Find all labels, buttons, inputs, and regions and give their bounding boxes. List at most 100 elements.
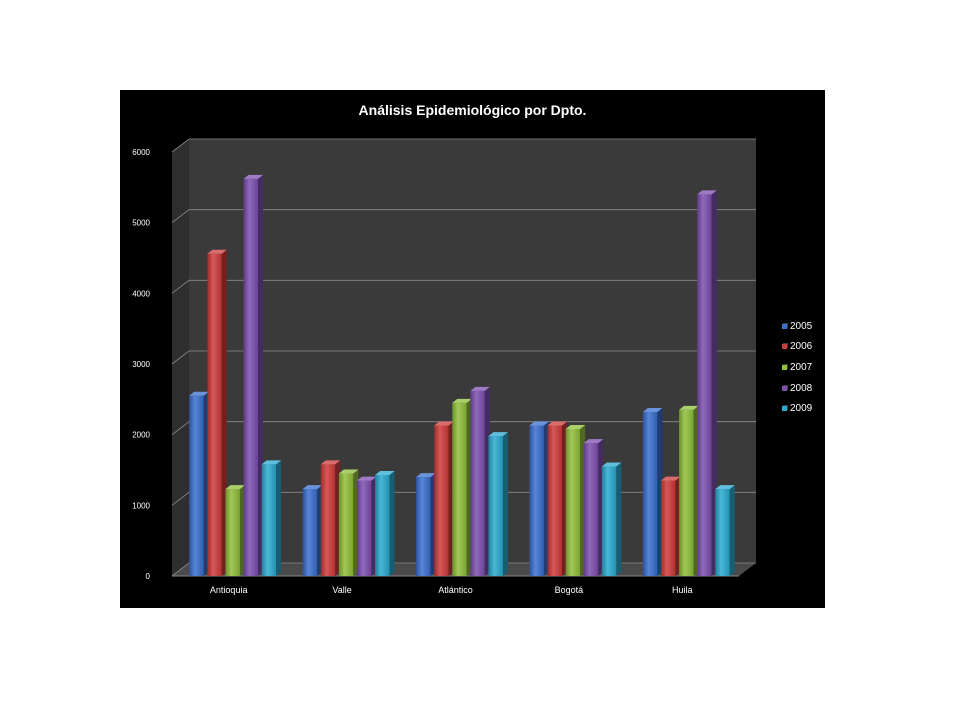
bar bbox=[470, 386, 490, 576]
bar-top bbox=[642, 408, 663, 413]
bar bbox=[583, 439, 604, 576]
bar-side bbox=[616, 462, 622, 576]
bar bbox=[302, 485, 323, 576]
bar-front bbox=[679, 409, 694, 576]
bar-top bbox=[547, 421, 568, 426]
bar-top bbox=[320, 460, 341, 465]
gridline bbox=[171, 138, 756, 153]
bar-front bbox=[601, 466, 617, 576]
bar-top bbox=[715, 485, 735, 490]
bar-top bbox=[302, 485, 323, 490]
bar-side bbox=[729, 485, 735, 576]
bar bbox=[642, 408, 663, 576]
bar-top bbox=[375, 470, 395, 475]
bar bbox=[225, 485, 245, 576]
bar bbox=[601, 462, 622, 576]
y-tick-label: 5000 bbox=[132, 219, 150, 228]
legend-swatch bbox=[782, 344, 787, 350]
gridline bbox=[171, 279, 756, 294]
bar-top bbox=[679, 405, 699, 410]
y-axis-ticks: 0 1000 2000 3000 4000 5000 6000 bbox=[132, 148, 150, 581]
bar-front bbox=[302, 489, 318, 576]
legend-label: 2009 bbox=[790, 403, 813, 415]
bar bbox=[338, 469, 359, 576]
bar bbox=[547, 421, 568, 576]
bars bbox=[189, 174, 735, 576]
legend-swatch bbox=[782, 406, 787, 412]
legend-item: 2009 bbox=[782, 398, 830, 419]
bar-front bbox=[261, 464, 277, 576]
bar-side bbox=[711, 190, 717, 576]
bar-front bbox=[416, 477, 431, 576]
bar bbox=[715, 485, 735, 576]
bar-front bbox=[583, 443, 599, 576]
y-tick-label: 0 bbox=[146, 572, 151, 581]
bar-front bbox=[243, 178, 259, 576]
y-tick-label: 6000 bbox=[132, 148, 150, 157]
bar-side bbox=[389, 470, 395, 576]
bar-front bbox=[697, 194, 712, 576]
chart-title: Análisis Epidemiológico por Dpto. bbox=[358, 102, 587, 118]
bar-top bbox=[697, 190, 717, 195]
bar bbox=[416, 473, 436, 576]
bar-top bbox=[470, 386, 490, 391]
bar-top bbox=[189, 391, 209, 396]
legend-label: 2008 bbox=[790, 382, 813, 394]
bar-top bbox=[416, 473, 436, 478]
bar-top bbox=[356, 476, 377, 481]
bar-front bbox=[452, 402, 467, 576]
bar-front bbox=[207, 253, 222, 576]
legend-swatch bbox=[782, 364, 787, 370]
gridline bbox=[171, 209, 756, 223]
bar bbox=[660, 476, 681, 576]
bar-top bbox=[207, 249, 227, 254]
bar bbox=[529, 421, 549, 576]
y-tick-label: 2000 bbox=[132, 431, 150, 440]
bar-top bbox=[583, 439, 604, 444]
bar bbox=[320, 460, 341, 576]
legend-swatch bbox=[782, 323, 787, 329]
bar-top bbox=[452, 398, 472, 403]
bar-front bbox=[715, 489, 730, 576]
x-category-label: Bogotá bbox=[555, 585, 584, 595]
bar-top bbox=[434, 421, 454, 426]
bar bbox=[375, 470, 395, 576]
bar bbox=[679, 405, 699, 576]
bar-front bbox=[529, 425, 544, 576]
bar bbox=[189, 391, 209, 576]
y-tick-label: 3000 bbox=[132, 360, 150, 369]
bar bbox=[488, 432, 508, 576]
bar-front bbox=[434, 425, 449, 576]
legend-item: 2006 bbox=[782, 337, 830, 358]
bar-top bbox=[601, 462, 622, 467]
legend-swatch bbox=[782, 385, 787, 391]
bar-front bbox=[189, 395, 204, 576]
bar-top bbox=[529, 421, 549, 426]
y-tick-label: 1000 bbox=[132, 501, 150, 510]
bar-front bbox=[338, 473, 354, 576]
bar bbox=[243, 174, 264, 576]
bar-top bbox=[225, 485, 245, 490]
legend-label: 2006 bbox=[790, 341, 813, 353]
x-category-label: Valle bbox=[332, 585, 351, 595]
bar-top bbox=[565, 425, 586, 430]
bar-top bbox=[261, 460, 282, 465]
bar bbox=[434, 421, 454, 576]
bar-front bbox=[642, 412, 658, 576]
bar-front bbox=[488, 436, 503, 576]
legend-item: 2008 bbox=[782, 378, 830, 399]
legend-item: 2005 bbox=[782, 316, 830, 337]
chart-plot: 0 1000 2000 3000 4000 5000 6000 Antioquia Valle… bbox=[132, 138, 756, 595]
bar bbox=[697, 190, 717, 576]
bar-top bbox=[243, 174, 264, 179]
bar-top bbox=[488, 432, 508, 437]
bar-front bbox=[565, 429, 581, 576]
bar-front bbox=[547, 425, 563, 576]
bar bbox=[207, 249, 227, 576]
bar-top bbox=[338, 469, 359, 474]
legend-item: 2007 bbox=[782, 357, 830, 378]
x-category-label: Huila bbox=[672, 585, 693, 595]
bar bbox=[356, 476, 377, 576]
bar-front bbox=[225, 489, 240, 576]
bar-front bbox=[375, 474, 390, 576]
